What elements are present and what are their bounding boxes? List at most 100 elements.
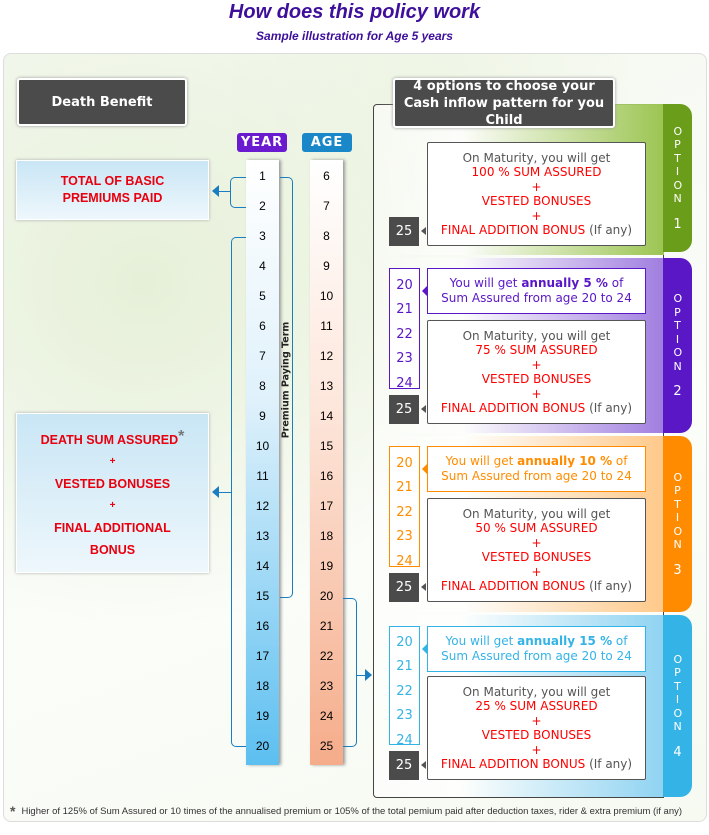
annual-bold: annually 10 % (517, 454, 613, 468)
annual-post: of (612, 634, 628, 648)
annual-line1: You will get annually 5 % of (428, 276, 645, 291)
year-column: 1 2 3 4 5 6 7 8 9 10 11 12 13 14 15 16 17 18 19 20 (246, 160, 279, 765)
premium-term-bracket (280, 177, 293, 598)
age-cell: 23 (319, 679, 334, 693)
annual-post: of (607, 276, 624, 290)
maturity-if-any: (If any) (589, 579, 633, 593)
maturity-final: FINAL ADDITION BONUS (440, 223, 586, 237)
maturity-vested: VESTED BONUSES (481, 372, 592, 386)
option-1-tab[interactable]: OPTION 1 (663, 104, 692, 252)
maturity-final-line: FINAL ADDITION BONUS (If any) (428, 223, 645, 238)
maturity-vested: VESTED BONUSES (481, 728, 592, 742)
page-title: How does this policy work (228, 1, 481, 23)
age-cell: 21 (319, 619, 334, 633)
maturity-final: FINAL ADDITION BONUS (440, 579, 586, 593)
year-cell: 18 (255, 679, 270, 693)
asterisk: * (178, 427, 185, 445)
year-cell: 13 (255, 529, 270, 543)
plus: + (531, 208, 542, 223)
plus: + (531, 713, 542, 728)
arrow-left-icon (212, 185, 219, 197)
year-cell: 9 (259, 409, 266, 423)
payout-age: 24 (396, 553, 413, 569)
option-tab-number: 2 (673, 384, 682, 400)
age-20-25-bracket (343, 598, 357, 747)
payout-ages-box: 20 21 22 23 24 (389, 268, 420, 391)
option-tab-label: OPTION (673, 124, 683, 206)
death-benefit-header: Death Benefit (17, 78, 187, 126)
maturity-intro: On Maturity, you will get (462, 684, 611, 699)
annual-line2: Sum Assured from age 20 to 24 (441, 469, 632, 483)
age-cell: 7 (323, 199, 330, 213)
year-cell: 3 (259, 229, 266, 243)
option-3-panel: 20 21 22 23 24 You will get annually 10 % of S… (374, 436, 664, 612)
plus: + (531, 386, 542, 401)
maturity-age-box: 25 (389, 573, 426, 602)
maturity-box: On Maturity, you will get 100 % SUM ASSUR… (427, 142, 646, 246)
payout-age: 20 (396, 278, 413, 293)
option-3-tab[interactable]: OPTION 3 (663, 436, 692, 612)
option-tab-number: 3 (673, 562, 682, 578)
payout-age: 22 (396, 504, 413, 520)
option-4-tab[interactable]: OPTION 4 (663, 615, 692, 797)
year-cell: 11 (256, 469, 269, 483)
payout-ages-box: 20 21 22 23 24 (389, 446, 420, 569)
maturity-final: FINAL ADDITION BONUS (440, 757, 586, 771)
annual-payout-box: You will get annually 15 % of Sum Assured… (422, 626, 646, 672)
death-sum-line4: BONUS (89, 542, 136, 557)
year-cell: 6 (259, 319, 266, 333)
maturity-box: On Maturity, you will get 25 % SUM ASSURE… (427, 676, 646, 780)
age-cell: 14 (319, 409, 334, 423)
option-2-tab[interactable]: OPTION 2 (663, 258, 692, 433)
death-sum-line2: VESTED BONUSES (54, 476, 171, 491)
connector (219, 191, 230, 192)
annual-pre: You will get (445, 454, 518, 468)
options-header: 4 options to choose your Cash inflow pat… (393, 78, 615, 128)
year-cell: 2 (259, 199, 266, 213)
annual-pre: You will get (445, 634, 518, 648)
year-cell: 20 (255, 739, 270, 753)
maturity-final-line: FINAL ADDITION BONUS (If any) (428, 757, 645, 772)
year-cell: 1 (259, 169, 266, 183)
age-cell: 9 (323, 259, 330, 273)
annual-payout-box: You will get annually 10 % of Sum Assured… (422, 446, 646, 492)
option-tab-number: 1 (673, 216, 682, 232)
annual-line1: You will get annually 10 % of (428, 454, 645, 469)
maturity-sum: 75 % SUM ASSURED (475, 343, 598, 357)
annual-line1: You will get annually 15 % of (428, 634, 645, 649)
maturity-box: On Maturity, you will get 75 % SUM ASSURE… (427, 320, 646, 424)
annual-bold: annually 15 % (517, 634, 613, 648)
asterisk: * (10, 803, 16, 819)
age-cell: 8 (323, 229, 330, 243)
plus: + (109, 455, 116, 467)
year-cell: 19 (255, 709, 270, 723)
option-tab-label: OPTION (673, 470, 683, 552)
maturity-final-line: FINAL ADDITION BONUS (If any) (428, 579, 645, 594)
year-cell: 15 (255, 589, 270, 603)
year-cell: 7 (259, 349, 266, 363)
age-cell: 11 (320, 319, 333, 333)
option-4-panel: 20 21 22 23 24 You will get annually 15 % of S… (374, 615, 664, 797)
maturity-final-line: FINAL ADDITION BONUS (If any) (428, 401, 645, 416)
payout-age: 23 (396, 708, 413, 724)
year-badge: YEAR (237, 133, 287, 152)
annual-payout-box: You will get annually 5 % of Sum Assured … (422, 268, 646, 314)
age-cell: 20 (319, 589, 334, 603)
maturity-vested: VESTED BONUSES (481, 550, 592, 564)
age-badge: AGE (302, 133, 352, 152)
arrow-left-icon (422, 464, 427, 474)
maturity-sum: 25 % SUM ASSURED (475, 699, 598, 713)
years-1-2-bracket (230, 177, 246, 208)
annual-bold: annually 5 % (521, 276, 608, 290)
year-cell: 14 (255, 559, 270, 573)
year-cell: 8 (259, 379, 266, 393)
page-subtitle: Sample illustration for Age 5 years (256, 29, 453, 43)
age-cell: 13 (319, 379, 334, 393)
plus: + (531, 179, 542, 194)
plus: + (531, 564, 542, 579)
total-premiums-line2: PREMIUMS PAID (62, 191, 163, 205)
option-1-panel: On Maturity, you will get 100 % SUM ASSUR… (374, 104, 664, 255)
payout-age: 24 (396, 732, 413, 748)
maturity-intro: On Maturity, you will get (462, 328, 611, 343)
payout-age: 23 (396, 351, 413, 367)
